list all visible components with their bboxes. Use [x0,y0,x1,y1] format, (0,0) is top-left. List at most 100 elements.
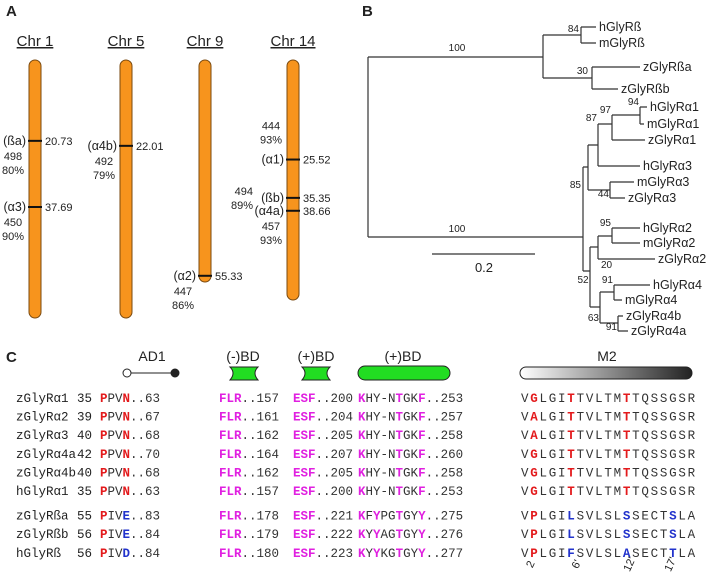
domain-label: AD1 [138,348,165,364]
residues: F [366,510,374,524]
locus-position: 35.35 [303,193,331,205]
residues: ..68 [130,466,160,480]
bootstrap: 91 [606,322,618,333]
sequence-name: hGlyRα1 [16,485,69,499]
residues: LGI [540,411,568,425]
chromosome [198,59,212,283]
leaf: mGlyRα4 [625,293,677,307]
residues: T [396,485,404,499]
sequence-segment: ESF..204 [293,411,353,425]
residues: T [396,510,404,524]
sequence-segment: ESF..200 [293,392,353,406]
residues: ..164 [242,448,280,462]
sequence-segment: FLR..161 [219,411,279,425]
residues: F [418,448,426,462]
sequence-segment: ESF..221 [293,510,353,524]
residues: P [100,528,108,542]
residues: N [123,429,131,443]
sequence-segment: VPLGIFSVLSLASECTTLA [521,547,697,561]
leaf: zGlyRα1 [648,133,696,147]
residues: LGI [540,429,568,443]
residues: K [358,510,366,524]
residues: GK [403,466,419,480]
leaf: mGlyRα2 [643,236,695,250]
residues: S [623,528,632,542]
residues: F [418,466,426,480]
sequence-segment: ESF..223 [293,547,353,561]
residues: ..207 [316,448,354,462]
residues: TQSSGSR [632,429,697,443]
residues: P [530,510,539,524]
residues: ESF [293,448,316,462]
residues: T [567,485,576,499]
residues: ..179 [242,528,280,542]
residues: N [123,411,131,425]
residues: P [530,547,539,561]
domain-label: M2 [597,348,617,364]
residues: IV [108,510,124,524]
protein-length: 498 [4,151,22,163]
residues: D [123,547,131,561]
start-position: 35 [77,392,92,406]
bootstrap: 52 [577,275,589,286]
bootstrap: 84 [568,24,580,35]
residues: FLR [219,547,242,561]
chromosome [119,59,133,319]
locus-position: 25.52 [303,155,331,167]
leaf: zGlyRßb [621,82,670,96]
start-position: 40 [77,429,92,443]
residues: K [358,528,366,542]
residues: A [530,429,539,443]
sequence-segment: ESF..205 [293,429,353,443]
residues: TVLTM [577,485,623,499]
residues: HY-N [366,485,396,499]
bootstrap: 87 [586,113,598,124]
residues: A [623,547,632,561]
residues: LGI [540,547,568,561]
residues: IV [108,528,124,542]
residues: P [100,429,108,443]
bootstrap: 100 [449,224,466,235]
bootstrap: 63 [588,313,600,324]
sequence-segment: PPVN..67 [100,411,160,425]
sequence-name: zGlyRα3 [16,429,69,443]
identity: 93% [260,235,282,247]
sequence-name: zGlyRα4b [16,466,76,480]
residues: T [567,466,576,480]
gene-name: (α3) [3,200,26,214]
residues: F [567,547,576,561]
identity: 90% [2,231,24,243]
sequence-name: zGlyRα2 [16,411,69,425]
residues: T [567,392,576,406]
residues: ..276 [426,528,464,542]
protein-length: 444 [262,121,280,133]
gene-name: (ßa) [3,134,26,148]
residues: TVLTM [577,392,623,406]
sequence-segment: ESF..222 [293,528,353,542]
leaf: hGlyRα4 [653,278,702,292]
identity: 79% [93,170,115,182]
residues: HY-N [366,448,396,462]
residues: T [623,392,632,406]
residues: ..157 [242,392,280,406]
residues: SVLSL [577,547,623,561]
leaf: hGlyRß [599,20,642,34]
residues: ..180 [242,547,280,561]
gene-name: (α4a) [255,204,284,218]
residues: TVLTM [577,466,623,480]
leaf: hGlyRα3 [643,159,692,173]
leaf: mGlyRα1 [647,117,699,131]
residue-number: 2 [524,559,537,570]
residues: ESF [293,392,316,406]
residues: ..205 [316,466,354,480]
residues: S [623,510,632,524]
protein-length: 457 [262,221,280,233]
start-position: 39 [77,411,92,425]
sequence-segment: KHY-NTGKF..253 [358,485,463,499]
leaf: mGlyRα3 [637,175,689,189]
residues: ..161 [242,411,280,425]
residues: P [100,466,108,480]
bootstrap: 20 [601,260,613,271]
residues: FLR [219,411,242,425]
